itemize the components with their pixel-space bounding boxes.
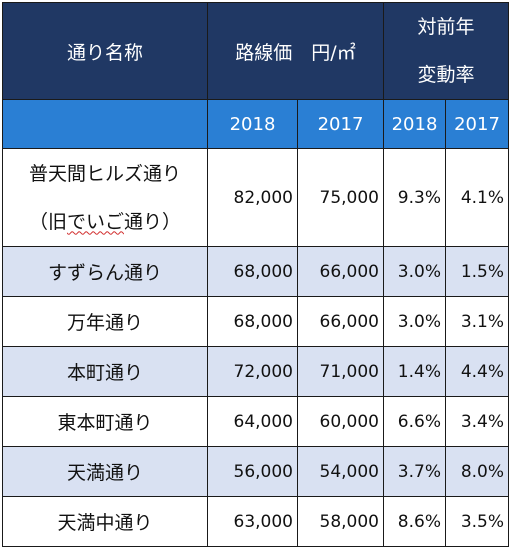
- table-row: 天満通り 56,000 54,000 3.7% 8.0%: [2, 446, 510, 497]
- header-yoy-line1: 対前年: [417, 16, 475, 38]
- price-2018: 82,000: [207, 148, 298, 247]
- price-2018: 68,000: [207, 246, 298, 297]
- price-2017: 60,000: [297, 396, 384, 447]
- header-yoy-change: 対前年 変動率: [382, 2, 510, 100]
- change-2018: 3.0%: [383, 296, 446, 347]
- street-name: 東本町通り: [2, 396, 208, 447]
- street-name: 普天間ヒルズ通り: [28, 162, 181, 185]
- price-2017: 66,000: [297, 246, 384, 297]
- table-row: 東本町通り 64,000 60,000 6.6% 3.4%: [2, 396, 510, 447]
- change-2018: 6.6%: [383, 396, 446, 447]
- change-2017: 1.5%: [444, 246, 510, 297]
- header-blank-cell: [2, 99, 208, 149]
- street-former-name: （旧でいご通り）: [3, 198, 207, 246]
- price-2017: 54,000: [297, 446, 384, 497]
- former-name-suffix: 通り）: [124, 210, 182, 233]
- price-2017: 71,000: [297, 346, 384, 397]
- price-2018: 68,000: [207, 296, 298, 347]
- change-2018: 3.0%: [383, 246, 446, 297]
- header-year-price-2018: 2018: [207, 99, 298, 149]
- header-year-change-2017: 2017: [444, 99, 510, 149]
- former-name-marked: でいご: [66, 210, 124, 233]
- price-2017: 75,000: [297, 148, 384, 247]
- change-2017: 3.4%: [444, 396, 510, 447]
- change-2017: 3.1%: [444, 296, 510, 347]
- street-name: 万年通り: [2, 296, 208, 347]
- price-2018: 56,000: [207, 446, 298, 497]
- table-row: 万年通り 68,000 66,000 3.0% 3.1%: [2, 296, 510, 347]
- table-row: すずらん通り 68,000 66,000 3.0% 1.5%: [2, 246, 510, 297]
- street-name: すずらん通り: [2, 246, 208, 297]
- street-name-cell: 普天間ヒルズ通り （旧でいご通り）: [2, 148, 208, 247]
- table-row: 本町通り 72,000 71,000 1.4% 4.4%: [2, 346, 510, 397]
- change-2018: 8.6%: [383, 496, 446, 547]
- price-2017: 66,000: [297, 296, 384, 347]
- former-name-prefix: （旧: [28, 210, 67, 233]
- price-2018: 72,000: [207, 346, 298, 397]
- change-2017: 3.5%: [444, 496, 510, 547]
- change-2017: 8.0%: [444, 446, 510, 497]
- price-2018: 63,000: [207, 496, 298, 547]
- header-route-price: 路線価 円/㎡: [207, 2, 384, 100]
- price-2017: 58,000: [297, 496, 384, 547]
- change-2018: 1.4%: [383, 346, 446, 397]
- header-year-price-2017: 2017: [297, 99, 384, 149]
- table-row: 天満中通り 63,000 58,000 8.6% 3.5%: [2, 496, 510, 547]
- change-2017: 4.1%: [444, 148, 510, 247]
- change-2018: 3.7%: [383, 446, 446, 497]
- table-row: 普天間ヒルズ通り （旧でいご通り） 82,000 75,000 9.3% 4.1…: [2, 148, 510, 247]
- street-name: 天満通り: [2, 446, 208, 497]
- header-year-change-2018: 2018: [383, 99, 446, 149]
- street-name: 本町通り: [2, 346, 208, 397]
- header-yoy-line2: 変動率: [417, 64, 475, 86]
- street-name: 天満中通り: [2, 496, 208, 547]
- header-street-name: 通り名称: [2, 2, 208, 100]
- change-2018: 9.3%: [383, 148, 446, 247]
- change-2017: 4.4%: [444, 346, 510, 397]
- price-2018: 64,000: [207, 396, 298, 447]
